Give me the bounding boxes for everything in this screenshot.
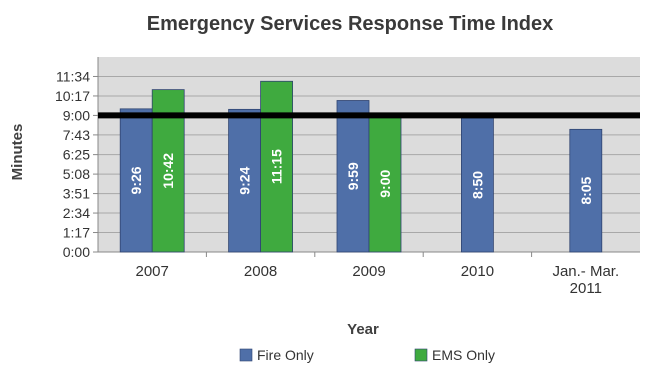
y-tick-label: 3:51 bbox=[63, 186, 90, 202]
x-tick-label: 2010 bbox=[461, 263, 494, 280]
data-label: 10:42 bbox=[160, 153, 176, 189]
y-tick-label: 7:43 bbox=[63, 127, 90, 143]
data-label: 9:59 bbox=[345, 162, 361, 190]
y-tick-label: 1:17 bbox=[63, 225, 90, 241]
bar bbox=[228, 108, 262, 253]
y-tick-label: 10:17 bbox=[55, 88, 90, 104]
data-label: 11:15 bbox=[269, 149, 285, 184]
legend: Fire Only EMS Only bbox=[239, 347, 495, 363]
bar bbox=[119, 108, 153, 253]
legend-swatch bbox=[239, 348, 253, 362]
x-tick-label: 2008 bbox=[244, 263, 277, 280]
data-label: 8:05 bbox=[578, 176, 594, 204]
y-tick-label: 9:00 bbox=[63, 107, 90, 123]
x-tick-label: 2009 bbox=[352, 263, 385, 280]
y-tick-label: 0:00 bbox=[63, 244, 90, 260]
y-tick-label: 6:25 bbox=[63, 147, 90, 163]
y-tick-label: 5:08 bbox=[63, 166, 90, 182]
bar bbox=[368, 115, 402, 253]
data-label: 9:26 bbox=[128, 166, 144, 194]
legend-swatch bbox=[414, 348, 428, 362]
y-tick-label: 11:34 bbox=[56, 68, 90, 84]
data-label: 8:50 bbox=[469, 171, 485, 199]
legend-label: EMS Only bbox=[432, 347, 495, 363]
x-axis-title: Year bbox=[347, 321, 379, 338]
y-tick-label: 2:34 bbox=[63, 205, 90, 221]
y-axis-title: Minutes bbox=[9, 124, 26, 181]
x-tick-label: 2007 bbox=[136, 263, 169, 280]
bar bbox=[260, 80, 294, 253]
bar bbox=[460, 117, 494, 253]
x-tick-label: Jan.- Mar. 2011 bbox=[552, 263, 619, 297]
chart-title: Emergency Services Response Time Index bbox=[147, 13, 554, 35]
legend-label: Fire Only bbox=[257, 347, 314, 363]
data-label: 9:24 bbox=[237, 166, 253, 194]
plot-area: 0:00 1:17 2:34 3:51 5:08 6:25 7:43 9:00 10:17 11:… bbox=[55, 57, 640, 297]
bar bbox=[336, 100, 370, 253]
data-label: 9:00 bbox=[377, 169, 393, 197]
bar bbox=[569, 128, 603, 253]
